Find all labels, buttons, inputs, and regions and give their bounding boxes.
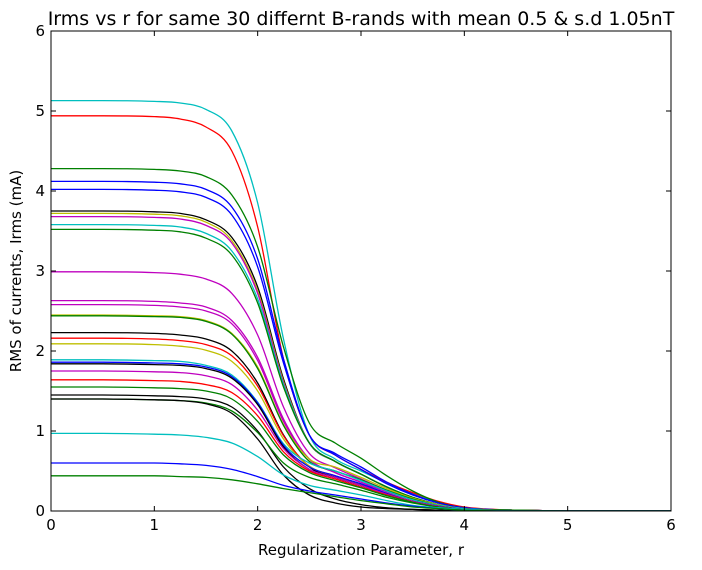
x-tick-label: 2: [253, 516, 263, 534]
x-tick-label: 1: [150, 516, 160, 534]
tick-layer: 0 1 2 3 4 5 6 0 1 2 3 4 5 6: [35, 22, 675, 534]
x-tick-label: 6: [666, 516, 676, 534]
chart-title: Irms vs r for same 30 differnt B-rands w…: [48, 8, 675, 30]
x-tick-label: 3: [356, 516, 366, 534]
y-tick-label: 5: [35, 102, 45, 120]
y-tick-label: 3: [35, 262, 45, 280]
y-tick-label: 4: [35, 182, 45, 200]
x-tick-label: 4: [460, 516, 470, 534]
series-line-25: [51, 394, 671, 511]
x-tick-label: 0: [46, 516, 56, 534]
y-tick-label: 2: [35, 342, 45, 360]
y-tick-label: 1: [35, 422, 45, 440]
x-axis-label: Regularization Parameter, r: [258, 541, 465, 559]
plot-frame: [50, 30, 672, 512]
y-tick-label: 6: [35, 22, 45, 40]
series-line-27: [51, 398, 671, 511]
y-tick-label: 0: [35, 502, 45, 520]
x-tick-label: 5: [563, 516, 573, 534]
y-axis-label: RMS of currents, Irms (mA): [7, 170, 25, 372]
series-layer: [51, 99, 671, 511]
